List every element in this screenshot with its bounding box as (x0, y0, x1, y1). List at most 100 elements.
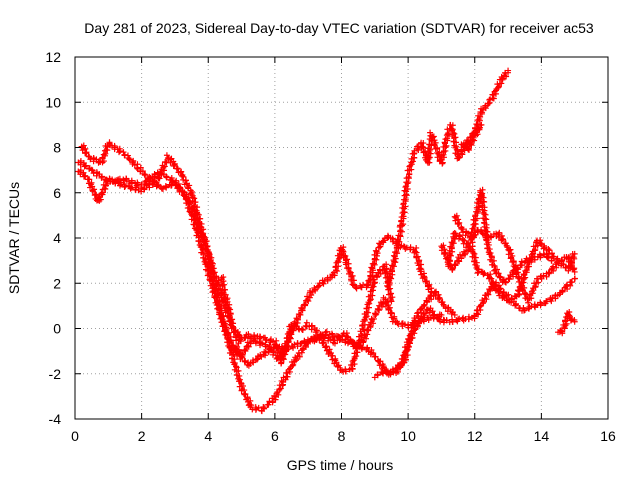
data-point (532, 284, 539, 291)
data-point (371, 353, 378, 360)
data-point (349, 281, 356, 288)
data-point (531, 247, 538, 254)
series-track-i (451, 186, 555, 286)
data-point (440, 301, 447, 308)
data-point (77, 161, 84, 168)
data-point (296, 311, 303, 318)
data-point (557, 327, 564, 334)
x-tick-label: 10 (400, 428, 416, 444)
data-point (473, 129, 480, 136)
data-point (432, 293, 439, 300)
data-point (548, 250, 555, 257)
data-point (138, 188, 145, 195)
data-point (499, 76, 506, 83)
data-point (236, 372, 243, 379)
data-point (442, 136, 449, 143)
data-point (463, 137, 470, 144)
data-point (77, 171, 84, 178)
data-point (471, 220, 478, 227)
data-point (237, 337, 244, 344)
data-point (370, 350, 377, 357)
data-point (342, 368, 349, 375)
data-point (335, 255, 342, 262)
chart-title: Day 281 of 2023, Sidereal Day-to-day VTE… (84, 20, 594, 36)
data-point (441, 250, 448, 257)
data-point (262, 349, 269, 356)
data-point (91, 192, 98, 199)
y-tick-label: 10 (45, 94, 61, 110)
data-point (452, 230, 459, 237)
data-point (363, 327, 370, 334)
data-point (481, 223, 488, 230)
data-point (282, 343, 289, 350)
x-tick-label: 6 (271, 428, 279, 444)
data-point (238, 334, 245, 341)
data-point (279, 352, 286, 359)
data-point (134, 181, 141, 188)
data-point (404, 352, 411, 359)
data-point (353, 285, 360, 292)
data-point (568, 278, 575, 285)
data-point (263, 337, 270, 344)
data-point (328, 352, 335, 359)
data-point (274, 355, 281, 362)
data-point (327, 336, 334, 343)
data-point (421, 274, 428, 281)
data-point (440, 147, 447, 154)
data-point (216, 311, 223, 318)
data-point (452, 134, 459, 141)
data-point (425, 286, 432, 293)
data-point (528, 295, 535, 302)
data-point (503, 73, 510, 80)
data-point (285, 339, 292, 346)
data-point (431, 311, 438, 318)
data-point (299, 305, 306, 312)
data-point (208, 254, 215, 261)
data-point (389, 294, 396, 301)
data-point (496, 292, 503, 299)
data-point (207, 272, 214, 279)
data-point (225, 314, 232, 321)
data-point (380, 364, 387, 371)
data-point (299, 326, 306, 333)
data-point (224, 331, 231, 338)
data-point (368, 284, 375, 291)
data-point (485, 100, 492, 107)
y-tick-label: 4 (53, 230, 61, 246)
data-point (290, 361, 297, 368)
data-point (290, 323, 297, 330)
data-point (267, 339, 274, 346)
data-point (479, 300, 486, 307)
data-point (103, 178, 110, 185)
data-point (312, 329, 319, 336)
data-point (525, 299, 532, 306)
data-point (475, 125, 482, 132)
data-point (489, 280, 496, 287)
data-point (228, 338, 235, 345)
data-point (220, 278, 227, 285)
data-point (280, 356, 287, 363)
data-point (503, 242, 510, 249)
data-point (349, 272, 356, 279)
data-point (167, 159, 174, 166)
data-point (486, 96, 493, 103)
data-point (424, 158, 431, 165)
data-point (571, 268, 578, 275)
data-point (370, 315, 377, 322)
data-point (395, 232, 402, 239)
data-point (420, 149, 427, 156)
data-point (264, 401, 271, 408)
data-point (537, 252, 544, 259)
series-track-j (555, 308, 578, 337)
axis-ticks: 0 2 4 6 8 10 12 14 16 -4 -2 0 2 4 6 8 10 12 (45, 49, 616, 444)
data-point (411, 323, 418, 330)
data-point (436, 295, 443, 302)
data-point (81, 173, 88, 180)
data-point (203, 238, 210, 245)
data-point (222, 326, 229, 333)
data-point (98, 190, 105, 197)
data-point (240, 390, 247, 397)
data-point (450, 129, 457, 136)
data-point (374, 305, 381, 312)
data-point (365, 277, 372, 284)
